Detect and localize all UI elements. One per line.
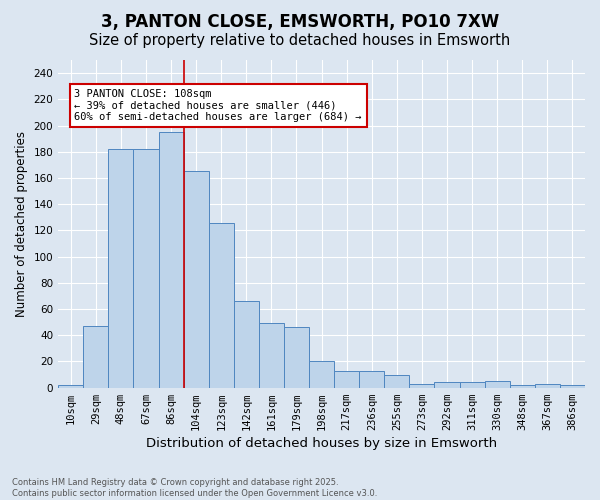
Bar bbox=[83, 326, 109, 388]
Bar bbox=[359, 370, 385, 388]
Bar bbox=[133, 149, 158, 388]
Y-axis label: Number of detached properties: Number of detached properties bbox=[15, 131, 28, 317]
Text: 3 PANTON CLOSE: 108sqm
← 39% of detached houses are smaller (446)
60% of semi-de: 3 PANTON CLOSE: 108sqm ← 39% of detached… bbox=[74, 89, 362, 122]
Bar bbox=[209, 222, 234, 388]
Bar bbox=[58, 385, 83, 388]
Bar bbox=[409, 384, 434, 388]
Bar bbox=[259, 324, 284, 388]
Bar bbox=[434, 382, 460, 388]
Bar bbox=[560, 385, 585, 388]
Bar bbox=[184, 172, 209, 388]
Bar bbox=[510, 385, 535, 388]
X-axis label: Distribution of detached houses by size in Emsworth: Distribution of detached houses by size … bbox=[146, 437, 497, 450]
Bar bbox=[385, 374, 409, 388]
Bar bbox=[284, 328, 309, 388]
Bar bbox=[535, 384, 560, 388]
Text: 3, PANTON CLOSE, EMSWORTH, PO10 7XW: 3, PANTON CLOSE, EMSWORTH, PO10 7XW bbox=[101, 12, 499, 30]
Bar bbox=[334, 370, 359, 388]
Bar bbox=[460, 382, 485, 388]
Text: Size of property relative to detached houses in Emsworth: Size of property relative to detached ho… bbox=[89, 32, 511, 48]
Bar bbox=[109, 149, 133, 388]
Bar bbox=[485, 381, 510, 388]
Bar bbox=[158, 132, 184, 388]
Text: Contains HM Land Registry data © Crown copyright and database right 2025.
Contai: Contains HM Land Registry data © Crown c… bbox=[12, 478, 377, 498]
Bar bbox=[234, 301, 259, 388]
Bar bbox=[309, 362, 334, 388]
